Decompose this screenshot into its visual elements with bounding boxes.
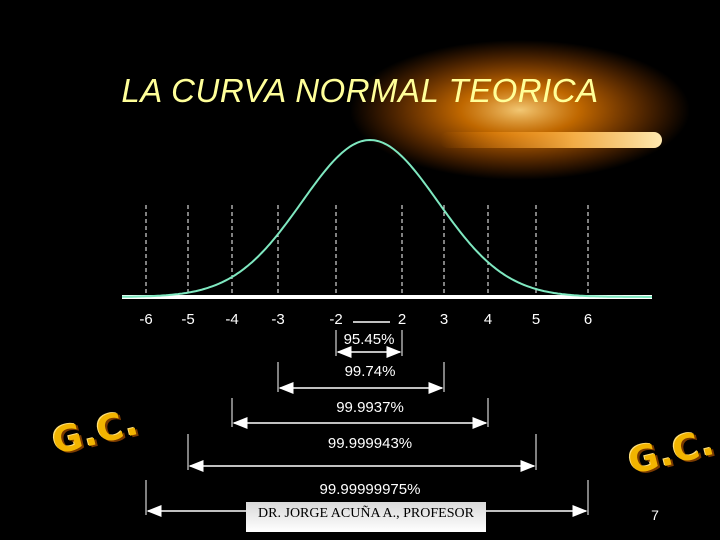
sigma-guide-lines	[145, 205, 589, 297]
axis-tick-labels: -6 -5 -4 -3 -2 2 3 4 5 6	[139, 311, 592, 328]
tick-label: -2	[329, 311, 342, 328]
tick-label: 3	[440, 311, 448, 328]
range-percentage-label: 99.99999975%	[320, 481, 421, 498]
tick-label: 2	[398, 311, 406, 328]
tick-label: 4	[484, 311, 492, 328]
range-percentage-label: 99.74%	[345, 363, 396, 380]
tick-label: 6	[584, 311, 592, 328]
tick-label: -5	[181, 311, 194, 328]
range-percentage-label: 95.45%	[344, 331, 395, 348]
tick-label: 5	[532, 311, 540, 328]
footer-text: DR. JORGE ACUÑA A., PROFESOR	[258, 506, 474, 521]
range-percentage-label: 99.9937%	[336, 399, 404, 416]
tick-label: -3	[271, 311, 284, 328]
footer-bar	[246, 502, 486, 532]
tick-label: -4	[225, 311, 238, 328]
decorative-glow	[350, 40, 690, 180]
range-percentage-label: 99.999943%	[328, 435, 412, 452]
tick-label: -6	[139, 311, 152, 328]
coverage-ranges: 95.45% 99.74% 99.9937% 99.999943% 99.9999997…	[145, 330, 589, 517]
slide-title: LA CURVA NORMAL TEORICA	[121, 72, 599, 109]
page-number: 7	[651, 507, 659, 523]
normal-curve	[122, 138, 652, 298]
